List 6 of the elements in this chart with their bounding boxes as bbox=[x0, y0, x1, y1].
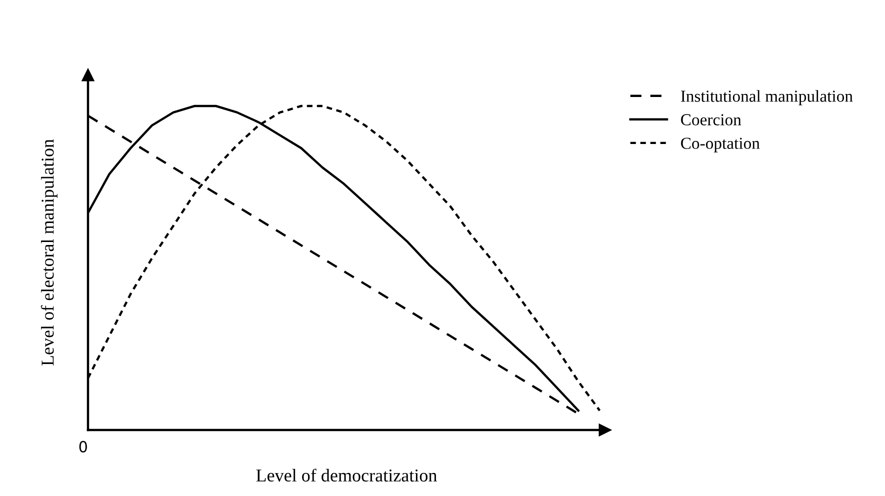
text: 0 bbox=[79, 440, 87, 452]
x-axis-title: Level of democratization bbox=[256, 468, 437, 482]
legend-label: Institutional manipulation bbox=[680, 90, 853, 106]
y-axis-title: Level of electoral manipulation bbox=[40, 139, 58, 366]
legend-label: Co-optation bbox=[681, 138, 760, 152]
legend-label: Coercion bbox=[681, 114, 742, 126]
